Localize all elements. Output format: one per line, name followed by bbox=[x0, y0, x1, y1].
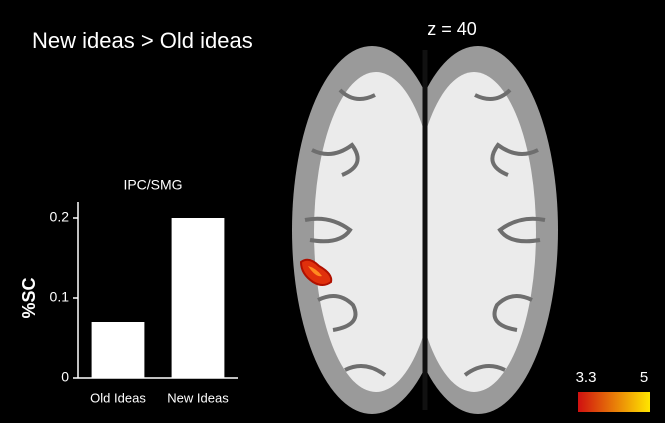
bar bbox=[172, 218, 225, 378]
colorbar bbox=[578, 392, 650, 412]
colorbar-tick-label: 5 bbox=[640, 369, 648, 386]
slice-label: z = 40 bbox=[427, 19, 477, 39]
y-tick-label: 0.1 bbox=[50, 289, 70, 305]
x-tick-label: New Ideas bbox=[167, 390, 229, 405]
y-tick-label: 0.2 bbox=[50, 209, 70, 225]
chart-title: IPC/SMG bbox=[123, 177, 182, 193]
page: New ideas > Old ideas z = 40 IPC/SMG %SC… bbox=[0, 0, 665, 423]
brain-slice bbox=[292, 46, 558, 414]
right-white-matter bbox=[412, 72, 536, 392]
figure-title: New ideas > Old ideas bbox=[32, 28, 253, 53]
y-tick-label: 0 bbox=[61, 369, 69, 385]
y-axis-label: %SC bbox=[19, 277, 39, 318]
colorbar-tick-label: 3.3 bbox=[576, 369, 597, 386]
figure: New ideas > Old ideas z = 40 IPC/SMG %SC… bbox=[0, 0, 665, 423]
x-tick-label: Old Ideas bbox=[90, 390, 146, 405]
bar bbox=[92, 322, 145, 378]
